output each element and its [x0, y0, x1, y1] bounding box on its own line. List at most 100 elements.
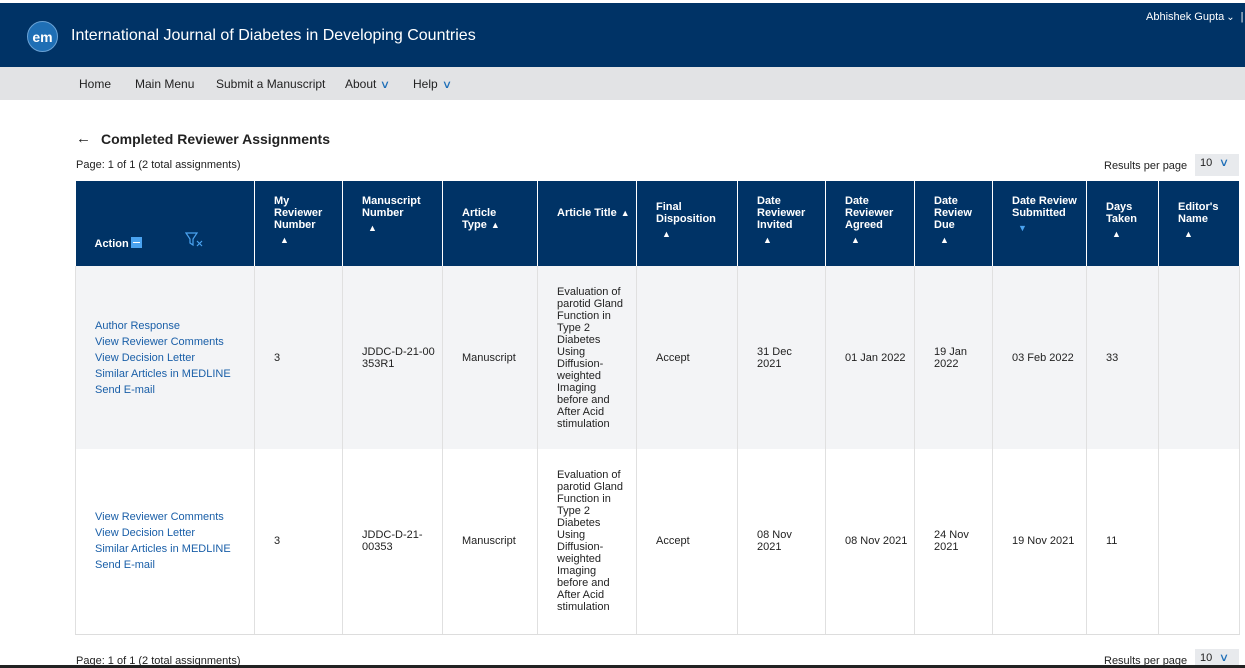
sort-asc-icon[interactable]: ▲ — [280, 235, 289, 245]
header-days-taken-label[interactable]: Days Taken — [1106, 201, 1137, 225]
results-per-page-select-top[interactable]: 10 ∨ — [1195, 154, 1239, 176]
manuscript-number-cell: JDDC-D-21-00353 — [342, 449, 443, 635]
similar-articles-link[interactable]: Similar Articles in MEDLINE — [95, 543, 231, 556]
header-date-due-label[interactable]: Date Review Due — [934, 195, 972, 231]
nav-main-menu-label[interactable]: Main Menu — [135, 77, 195, 91]
header-action-label: Action — [94, 238, 129, 250]
header-editor-name-label[interactable]: Editor's Name — [1178, 201, 1219, 225]
header-final-disposition-label[interactable]: Final Disposition — [656, 201, 716, 225]
table-row: View Reviewer Comments View Decision Let… — [75, 449, 1240, 635]
date-agreed-cell: 08 Nov 2021 — [825, 449, 915, 635]
date-due-cell: 24 Nov 2021 — [914, 449, 993, 635]
final-disposition-cell: Accept — [636, 449, 738, 635]
editor-name-cell — [1158, 266, 1240, 449]
app-header: em International Journal of Diabetes in … — [0, 3, 1245, 67]
nav-about[interactable]: About ∨ — [345, 77, 391, 91]
chevron-down-icon[interactable]: ∨ — [380, 79, 391, 91]
sort-asc-icon[interactable]: ▲ — [662, 229, 671, 239]
final-disposition-cell: Accept — [636, 266, 738, 449]
main-navbar: Home Main Menu Submit a Manuscript About… — [0, 67, 1245, 100]
article-title-cell: Evaluation of parotid Gland Function in … — [537, 266, 637, 449]
nav-submit-manuscript[interactable]: Submit a Manuscript — [216, 77, 325, 91]
action-cell: Author Response View Reviewer Comments V… — [75, 266, 255, 449]
similar-articles-link[interactable]: Similar Articles in MEDLINE — [95, 367, 231, 380]
nav-help[interactable]: Help ∨ — [413, 77, 452, 91]
header-final-disposition[interactable]: Final Disposition ▲ — [636, 181, 738, 266]
user-name[interactable]: Abhishek Gupta — [1146, 11, 1225, 23]
results-per-page-select-bottom[interactable]: 10 ∨ — [1195, 649, 1239, 665]
em-logo[interactable]: em — [27, 21, 58, 52]
view-decision-letter-link[interactable]: View Decision Letter — [95, 527, 196, 540]
collapse-icon[interactable] — [130, 237, 142, 248]
chevron-down-icon: ⌄ — [1226, 12, 1235, 23]
sort-asc-icon[interactable]: ▲ — [620, 208, 630, 218]
date-agreed-cell: 01 Jan 2022 — [825, 266, 915, 449]
header-date-agreed[interactable]: Date Reviewer Agreed ▲ — [825, 181, 915, 266]
nav-submit-manuscript-label[interactable]: Submit a Manuscript — [216, 77, 326, 91]
page-info-top: Page: 1 of 1 (2 total assignments) — [76, 159, 241, 171]
sort-asc-icon[interactable]: ▲ — [1112, 229, 1121, 239]
nav-help-label[interactable]: Help — [413, 77, 438, 91]
reviewer-number-cell: 3 — [254, 266, 343, 449]
view-decision-letter-link[interactable]: View Decision Letter — [95, 351, 196, 364]
header-article-type[interactable]: Article Type ▲ — [442, 181, 538, 266]
results-per-page-value[interactable]: 10 — [1200, 157, 1213, 169]
header-article-title-label[interactable]: Article Title — [557, 207, 617, 219]
header-date-agreed-label[interactable]: Date Reviewer Agreed — [845, 195, 894, 231]
date-submitted-cell: 19 Nov 2021 — [992, 449, 1087, 635]
header-manuscript-number[interactable]: Manuscript Number ▲ — [342, 181, 443, 266]
manuscript-number-cell: JDDC-D-21-00353R1 — [342, 266, 443, 449]
sort-asc-icon[interactable]: ▲ — [763, 235, 772, 245]
header-action: Action — [75, 181, 255, 266]
sort-desc-icon[interactable]: ▼ — [1018, 223, 1027, 233]
view-reviewer-comments-link[interactable]: View Reviewer Comments — [95, 511, 224, 524]
user-menu[interactable]: Abhishek Gupta ⌄ | — [1146, 11, 1244, 23]
header-days-taken[interactable]: Days Taken ▲ — [1086, 181, 1159, 266]
results-per-page-label-bottom: Results per page — [1104, 655, 1188, 667]
header-article-title[interactable]: Article Title ▲ — [537, 181, 637, 266]
chevron-down-icon[interactable]: ∨ — [441, 79, 452, 91]
days-taken-cell: 11 — [1086, 449, 1159, 635]
article-type-cell: Manuscript — [442, 449, 538, 635]
header-date-due[interactable]: Date Review Due ▲ — [914, 181, 993, 266]
chevron-down-icon[interactable]: ∨ — [1218, 652, 1230, 664]
nav-home-label[interactable]: Home — [79, 77, 112, 91]
sort-asc-icon[interactable]: ▲ — [851, 235, 860, 245]
action-cell: View Reviewer Comments View Decision Let… — [75, 449, 255, 635]
sort-asc-icon[interactable]: ▲ — [490, 220, 500, 230]
header-reviewer-number-label[interactable]: My Reviewer Number — [274, 195, 323, 231]
nav-main-menu[interactable]: Main Menu — [135, 77, 194, 91]
header-date-invited[interactable]: Date Reviewer Invited ▲ — [737, 181, 826, 266]
date-invited-cell: 31 Dec 2021 — [737, 266, 826, 449]
header-editor-name[interactable]: Editor's Name ▲ — [1158, 181, 1240, 266]
header-manuscript-number-label[interactable]: Manuscript Number — [362, 195, 421, 219]
reviewer-assignments-table: Action My Reviewer Number ▲ Manuscript Nu… — [75, 181, 1240, 635]
table-header-row: Action My Reviewer Number ▲ Manuscript Nu… — [75, 181, 1240, 266]
header-reviewer-number[interactable]: My Reviewer Number ▲ — [254, 181, 343, 266]
nav-about-label[interactable]: About — [345, 77, 377, 91]
view-reviewer-comments-link[interactable]: View Reviewer Comments — [95, 335, 224, 348]
author-response-link[interactable]: Author Response — [95, 319, 180, 332]
sort-asc-icon[interactable]: ▲ — [940, 235, 949, 245]
send-email-link[interactable]: Send E-mail — [95, 383, 155, 396]
sort-asc-icon[interactable]: ▲ — [1184, 229, 1193, 239]
results-per-page-label-top: Results per page — [1104, 160, 1188, 172]
page-title: Completed Reviewer Assignments — [101, 131, 330, 147]
clear-filter-icon[interactable] — [184, 232, 203, 248]
header-date-submitted[interactable]: Date Review Submitted ▼ — [992, 181, 1087, 266]
header-article-type-label[interactable]: Article Type — [462, 207, 497, 231]
header-date-invited-label[interactable]: Date Reviewer Invited — [757, 195, 806, 231]
send-email-link[interactable]: Send E-mail — [95, 559, 155, 572]
user-separator: | — [1240, 11, 1244, 23]
date-invited-cell: 08 Nov 2021 — [737, 449, 826, 635]
header-date-submitted-label[interactable]: Date Review Submitted — [1012, 195, 1077, 219]
journal-title: International Journal of Diabetes in Dev… — [71, 27, 476, 44]
back-arrow-icon[interactable]: ← — [76, 130, 91, 147]
chevron-down-icon[interactable]: ∨ — [1218, 157, 1230, 169]
nav-home[interactable]: Home — [79, 77, 111, 91]
editor-name-cell — [1158, 449, 1240, 635]
reviewer-number-cell: 3 — [254, 449, 343, 635]
page-info-bottom: Page: 1 of 1 (2 total assignments) — [76, 655, 241, 667]
results-per-page-value[interactable]: 10 — [1200, 652, 1213, 664]
sort-asc-icon[interactable]: ▲ — [368, 223, 377, 233]
